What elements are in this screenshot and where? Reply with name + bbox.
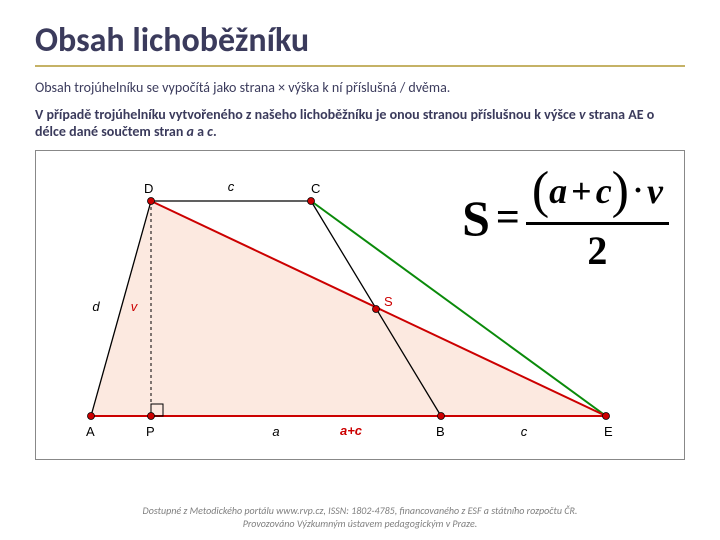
footer: Dostupné z Metodického portálu www.rvp.c…	[0, 504, 720, 530]
svg-text:P: P	[146, 424, 155, 439]
formula-plus: +	[571, 170, 592, 212]
p2-and: a	[194, 123, 207, 140]
footer-line-1: Dostupné z Metodického portálu www.rvp.c…	[0, 504, 720, 517]
paragraph-2: V případě trojúhelníku vytvořeného z naš…	[35, 106, 685, 140]
formula-den: 2	[587, 225, 607, 274]
formula-dot: ·	[633, 174, 643, 208]
svg-text:E: E	[604, 424, 613, 439]
svg-text:d: d	[92, 299, 100, 314]
diagram-container: ABCDEPSaccdva+c S = ( a + c ) · v 2	[35, 150, 685, 460]
svg-text:D: D	[144, 181, 153, 196]
p2-part-a: V případě trojúhelníku vytvořeného z naš…	[35, 106, 579, 123]
p2-v: v	[579, 106, 586, 123]
formula-S: S	[462, 189, 490, 247]
paragraph-1: Obsah trojúhelníku se vypočítá jako stra…	[35, 79, 685, 96]
area-formula: S = ( a + c ) · v 2	[462, 161, 669, 274]
formula-c: c	[596, 170, 612, 212]
svg-text:c: c	[228, 179, 235, 194]
svg-text:B: B	[436, 424, 445, 439]
svg-text:a: a	[272, 424, 279, 439]
footer-line-2: Provozováno Výzkumným ústavem pedagogick…	[0, 517, 720, 530]
svg-text:A: A	[86, 424, 95, 439]
svg-text:c: c	[521, 424, 528, 439]
formula-eq: =	[496, 194, 520, 242]
svg-text:a+c: a+c	[340, 423, 363, 438]
page-title: Obsah lichoběžníku	[35, 20, 685, 61]
formula-fraction: ( a + c ) · v 2	[526, 161, 669, 274]
formula-v: v	[647, 170, 663, 212]
p2-a: a	[187, 123, 194, 140]
p2-end: .	[213, 123, 217, 140]
title-rule	[35, 65, 685, 67]
svg-text:S: S	[384, 294, 393, 309]
svg-text:C: C	[311, 181, 320, 196]
formula-a: a	[549, 170, 567, 212]
